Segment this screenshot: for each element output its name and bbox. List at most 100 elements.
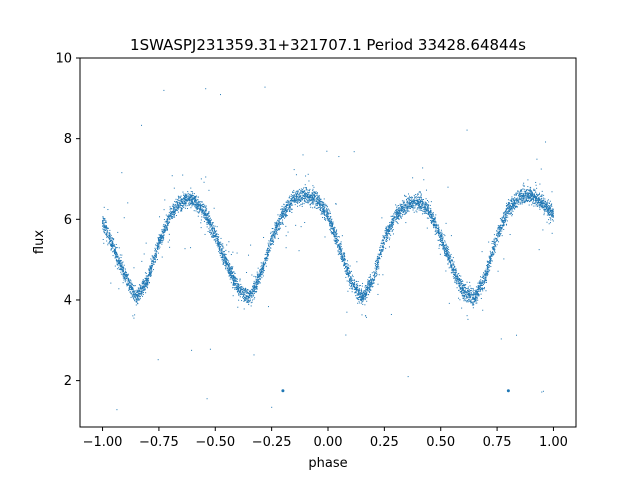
data-point: [182, 198, 184, 200]
data-point: [409, 208, 411, 210]
data-point: [324, 211, 326, 213]
data-point: [300, 191, 302, 193]
data-point: [548, 206, 550, 208]
data-point: [549, 211, 551, 213]
data-point: [319, 209, 321, 211]
data-point: [266, 254, 268, 256]
data-point: [361, 299, 363, 301]
data-point: [388, 246, 390, 248]
data-point: [488, 263, 490, 265]
data-point: [551, 214, 553, 216]
data-point: [109, 239, 111, 241]
data-point: [503, 225, 505, 227]
data-point: [508, 206, 510, 208]
data-point: [211, 222, 213, 224]
data-point: [207, 231, 209, 233]
data-point: [508, 206, 510, 208]
data-point: [125, 272, 127, 274]
data-point: [103, 228, 105, 230]
data-point: [369, 281, 371, 283]
data-point: [228, 267, 230, 269]
data-point: [180, 203, 182, 205]
data-point: [165, 226, 167, 228]
data-point: [386, 234, 388, 236]
data-point: [427, 209, 429, 211]
data-point: [211, 230, 213, 232]
data-point: [183, 195, 185, 197]
data-point: [551, 215, 553, 217]
data-point: [230, 268, 232, 270]
data-point: [300, 188, 302, 190]
data-point: [446, 245, 448, 247]
data-point: [470, 291, 472, 293]
data-point: [122, 275, 124, 277]
data-point: [282, 222, 284, 224]
data-point: [147, 277, 149, 279]
data-point: [434, 216, 436, 218]
data-point: [355, 292, 357, 294]
data-point: [126, 273, 128, 275]
data-point: [448, 249, 450, 251]
data-point: [474, 291, 476, 293]
data-point: [286, 207, 288, 209]
data-point: [175, 201, 177, 203]
data-point: [239, 290, 241, 292]
data-point: [476, 293, 478, 295]
data-point: [208, 219, 210, 221]
data-point: [118, 247, 120, 249]
data-point: [218, 236, 220, 238]
data-point: [399, 213, 401, 215]
data-point: [340, 243, 342, 245]
data-point: [418, 204, 420, 206]
data-point: [160, 242, 162, 244]
data-point: [205, 219, 207, 221]
data-point: [432, 220, 434, 222]
data-point: [240, 287, 242, 289]
data-point: [440, 233, 442, 235]
data-point: [392, 222, 394, 224]
data-point: [482, 290, 484, 292]
data-point: [144, 280, 146, 282]
data-point: [377, 283, 379, 285]
data-point: [438, 229, 440, 231]
data-point: [312, 200, 314, 202]
data-point: [474, 298, 476, 300]
data-point: [365, 291, 367, 293]
data-point: [103, 226, 105, 228]
data-point: [506, 212, 508, 214]
data-point: [520, 194, 522, 196]
data-point: [546, 202, 548, 204]
data-point: [277, 225, 279, 227]
data-point: [229, 265, 231, 267]
data-point: [498, 229, 500, 231]
data-point: [538, 193, 540, 195]
data-point: [461, 294, 463, 296]
data-point: [355, 292, 357, 294]
data-point: [310, 203, 312, 205]
data-point: [318, 195, 320, 197]
data-point: [189, 198, 191, 200]
data-point: [467, 318, 469, 320]
data-point: [141, 290, 143, 292]
data-point: [403, 209, 405, 211]
data-point: [161, 236, 163, 238]
data-point: [130, 289, 132, 291]
data-point: [295, 224, 297, 226]
data-point: [422, 213, 424, 215]
data-point: [435, 227, 437, 229]
data-point: [187, 198, 189, 200]
data-point: [412, 209, 414, 211]
data-point: [367, 293, 369, 295]
data-point: [499, 230, 501, 232]
data-point: [466, 296, 468, 298]
data-point: [431, 222, 433, 224]
data-point: [174, 205, 176, 207]
data-point: [361, 297, 363, 299]
data-point: [112, 243, 114, 245]
data-point: [168, 217, 170, 219]
data-point: [307, 194, 309, 196]
data-point: [528, 193, 530, 195]
data-point: [306, 201, 308, 203]
data-point: [462, 288, 464, 290]
data-point: [356, 288, 358, 290]
